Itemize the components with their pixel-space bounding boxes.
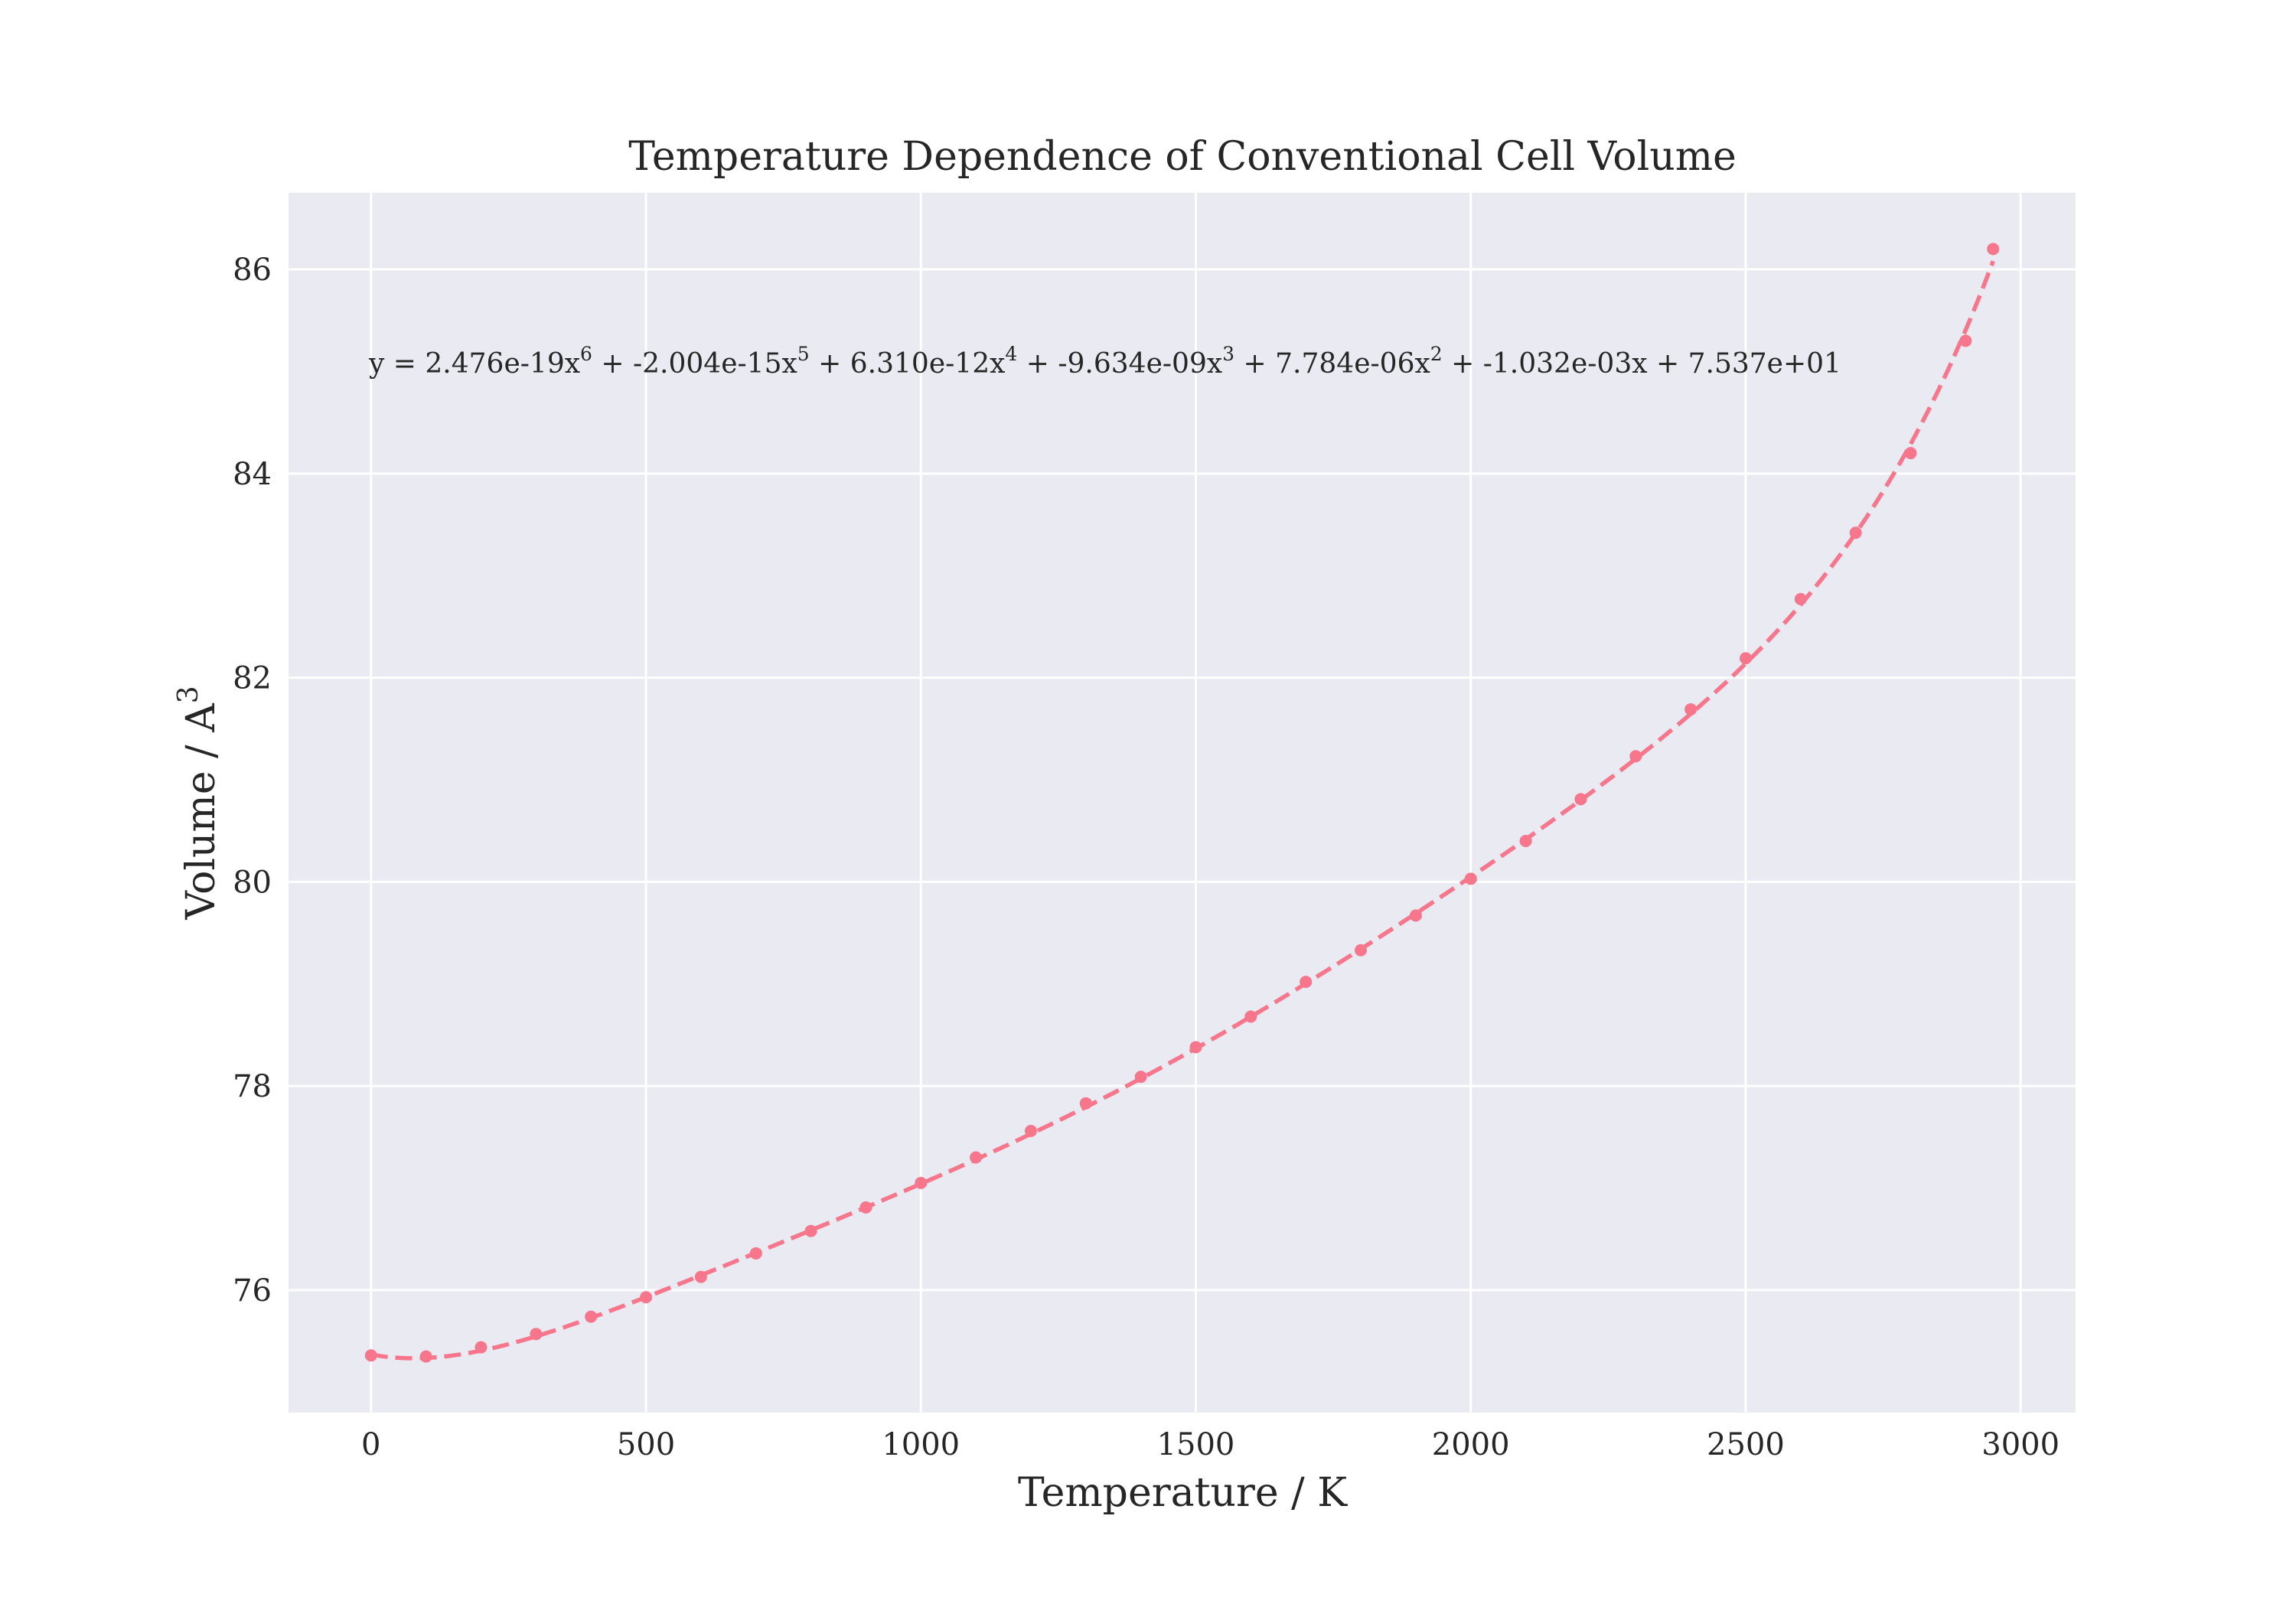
data-point	[1024, 1124, 1037, 1137]
data-point	[1355, 944, 1367, 957]
equation-exponent: 3	[1222, 343, 1234, 365]
data-point	[1189, 1041, 1202, 1054]
data-points	[364, 243, 2000, 1363]
x-tick-label: 0	[361, 1427, 380, 1462]
equation-term: + -2.004e-15x	[592, 348, 797, 380]
equation-exponent: 2	[1430, 343, 1443, 365]
data-point	[1684, 702, 1698, 715]
data-point	[1987, 243, 2000, 256]
y-axis-label-superscript: 3	[173, 686, 204, 703]
data-point	[1464, 872, 1477, 885]
data-point	[859, 1201, 872, 1214]
y-tick-label: 84	[233, 457, 272, 492]
equation-term: + -1.032e-03x + 7.537e+01	[1443, 348, 1841, 380]
data-point	[585, 1310, 598, 1323]
equation-exponent: 5	[797, 343, 810, 365]
x-tick-label: 2000	[1432, 1427, 1510, 1462]
data-point	[530, 1328, 543, 1341]
equation-term: + 6.310e-12x	[810, 348, 1006, 380]
y-tick-label: 82	[233, 661, 272, 696]
y-axis-label: Volume / A3	[173, 686, 224, 920]
equation-exponent: 4	[1005, 343, 1017, 365]
x-tick-label: 3000	[1981, 1427, 2060, 1462]
data-point	[1409, 909, 1422, 922]
x-tick-label: 1000	[882, 1427, 960, 1462]
x-tick-labels: 0 500 1000 1500 2000 2500 3000	[361, 1427, 2060, 1462]
data-point	[1244, 1010, 1257, 1023]
data-point	[364, 1349, 377, 1362]
x-tick-label: 500	[617, 1427, 675, 1462]
data-point	[1904, 447, 1917, 460]
equation-term: + -9.634e-09x	[1017, 348, 1222, 380]
data-point	[475, 1341, 488, 1354]
data-point	[1629, 750, 1642, 763]
y-tick-label: 78	[233, 1069, 272, 1104]
chart-title: Temperature Dependence of Conventional C…	[628, 134, 1737, 180]
equation-term: + 7.784e-06x	[1234, 348, 1430, 380]
plot-background	[289, 193, 2076, 1413]
data-point	[1519, 835, 1532, 848]
y-tick-label: 76	[233, 1273, 272, 1309]
y-tick-label: 80	[233, 865, 272, 900]
data-point	[1079, 1097, 1092, 1110]
x-axis-label: Temperature / K	[1018, 1470, 1348, 1516]
equation-exponent: 6	[580, 343, 592, 365]
grid	[289, 193, 2076, 1413]
data-point	[915, 1176, 928, 1189]
data-point	[1959, 334, 1972, 347]
data-point	[1134, 1071, 1147, 1084]
data-point	[749, 1247, 762, 1260]
data-point	[640, 1291, 652, 1304]
y-axis-label-main: Volume / A	[178, 702, 224, 921]
data-point	[804, 1224, 817, 1237]
data-point	[970, 1151, 983, 1164]
y-tick-label: 86	[233, 253, 272, 288]
data-point	[1739, 652, 1752, 665]
data-point	[419, 1350, 432, 1363]
x-tick-label: 1500	[1157, 1427, 1235, 1462]
data-point	[1849, 526, 1862, 539]
data-point	[1574, 793, 1587, 806]
x-tick-label: 2500	[1707, 1427, 1785, 1462]
data-point	[1300, 976, 1313, 989]
data-point	[694, 1270, 707, 1283]
y-tick-labels: 76 78 80 82 84 86	[233, 253, 272, 1309]
fit-equation: y = 2.476e-19x6 + -2.004e-15x5 + 6.310e-…	[368, 343, 1841, 380]
data-point	[1794, 592, 1807, 605]
equation-term: y = 2.476e-19x	[368, 348, 580, 380]
